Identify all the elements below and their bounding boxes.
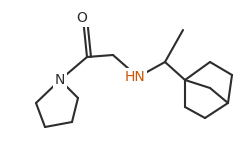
Text: O: O [77, 11, 87, 25]
Text: HN: HN [125, 70, 145, 84]
Text: N: N [55, 73, 65, 87]
